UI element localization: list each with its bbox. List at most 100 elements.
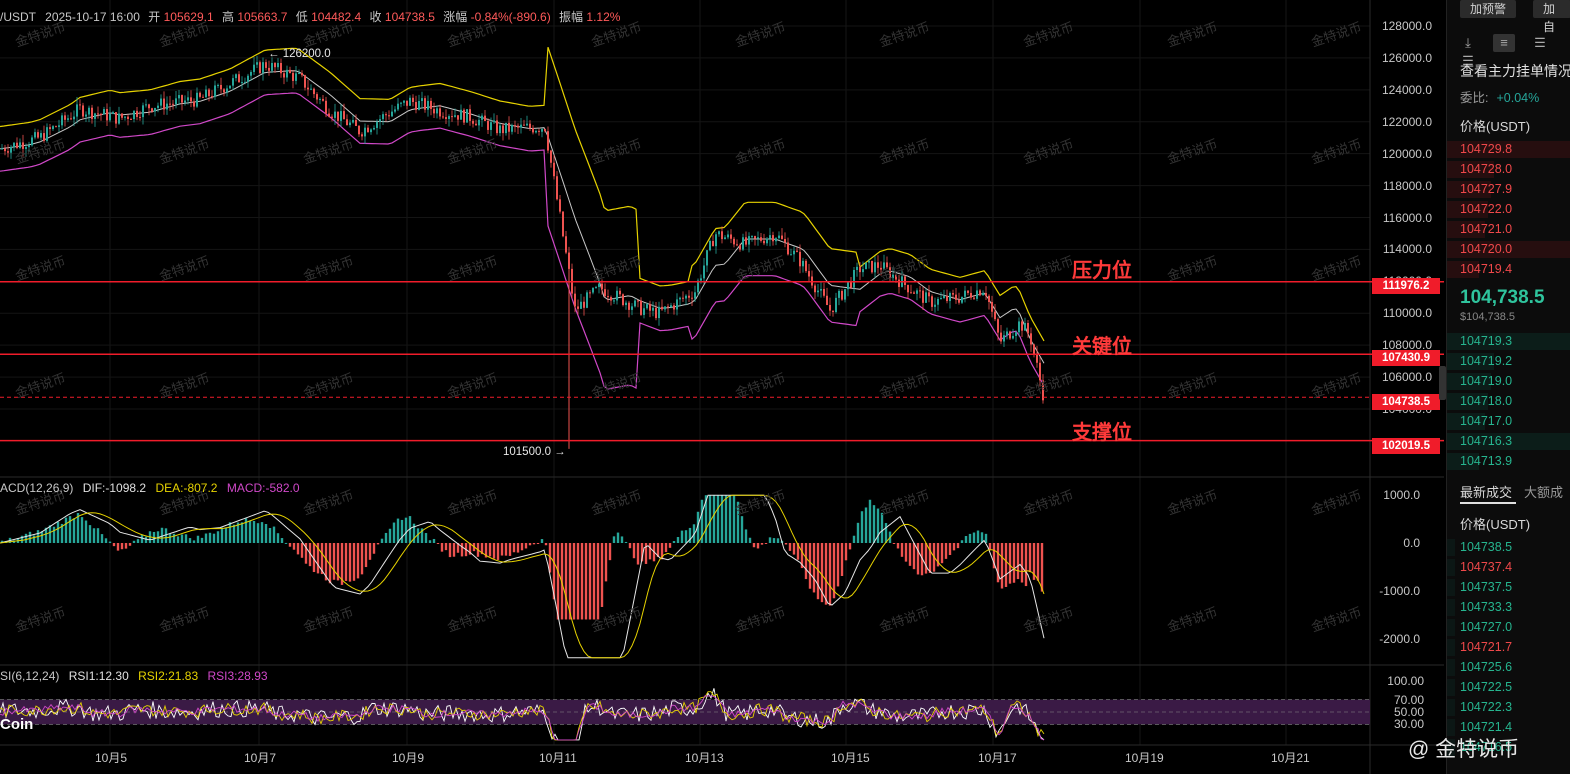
macd-bar bbox=[1028, 543, 1032, 573]
amp-value: 1.12% bbox=[586, 10, 621, 24]
macd-bar bbox=[112, 543, 116, 547]
orderbook-row[interactable]: 104721.0 bbox=[1447, 219, 1570, 239]
macd-bar bbox=[536, 543, 540, 544]
candle-body bbox=[133, 110, 135, 120]
candle-body bbox=[871, 260, 873, 273]
candle-body bbox=[313, 88, 315, 95]
chart-canvas[interactable] bbox=[0, 0, 1444, 774]
macd-bar bbox=[460, 543, 464, 557]
orderbook-row[interactable]: 104720.0 bbox=[1447, 239, 1570, 259]
orderbook-row[interactable]: 104719.3 bbox=[1447, 331, 1570, 351]
candle-body bbox=[913, 292, 915, 294]
macd-bar bbox=[900, 543, 904, 557]
trade-side-bar bbox=[1447, 739, 1455, 756]
list-icon-2[interactable]: ☰ bbox=[1462, 53, 1474, 68]
candle-body bbox=[1015, 332, 1017, 336]
trade-row: 104725.6 bbox=[1447, 657, 1570, 677]
candle-body bbox=[64, 115, 66, 120]
main-orders-title[interactable]: 查看主力挂单情况 bbox=[1460, 63, 1570, 79]
add-favorite-button[interactable]: 加自 bbox=[1533, 0, 1570, 34]
bollinger-upper-line bbox=[0, 47, 1045, 342]
macd-bar bbox=[240, 522, 244, 543]
macd-bar bbox=[892, 543, 896, 544]
orderbook-row[interactable]: 104727.9 bbox=[1447, 179, 1570, 199]
candle-body bbox=[958, 299, 960, 303]
trade-side-bar bbox=[1447, 559, 1455, 576]
macd-bar bbox=[532, 543, 536, 545]
candle-body bbox=[577, 306, 579, 309]
depth-bar bbox=[1447, 141, 1570, 158]
macd-bar bbox=[88, 525, 92, 543]
orderbook-row[interactable]: 104718.0 bbox=[1447, 391, 1570, 411]
macd-bar bbox=[836, 543, 840, 587]
macd-bar bbox=[980, 532, 984, 543]
toolbar-icon-2[interactable]: ≡ bbox=[1493, 34, 1515, 52]
candle-body bbox=[739, 245, 741, 250]
candle-body bbox=[307, 87, 309, 90]
candle-body bbox=[340, 111, 342, 121]
macd-bar bbox=[76, 513, 80, 543]
candle-body bbox=[112, 112, 114, 114]
trade-price: 104716.5 bbox=[1460, 740, 1513, 754]
orderbook-row[interactable]: 104719.4 bbox=[1447, 259, 1570, 279]
macd-bar bbox=[116, 543, 120, 551]
chart-area[interactable]: /USDT 2025-10-17 16:00 开 105629.1 高 1056… bbox=[0, 0, 1446, 774]
candle-body bbox=[34, 132, 36, 138]
trade-price: 104733.3 bbox=[1460, 600, 1513, 614]
macd-bar bbox=[912, 543, 916, 570]
candle-body bbox=[319, 98, 321, 100]
time-tick: 10月17 bbox=[978, 751, 1017, 765]
candle-body bbox=[289, 69, 291, 73]
macd-tick: 0.0 bbox=[1403, 536, 1420, 550]
candle-body bbox=[406, 100, 408, 106]
tab-latest-trades[interactable]: 最新成交 bbox=[1460, 485, 1513, 500]
list-icon[interactable]: ☰ bbox=[1534, 35, 1546, 50]
candle-body bbox=[604, 289, 606, 297]
macd-bar bbox=[188, 538, 192, 543]
orderbook-row[interactable]: 104719.0 bbox=[1447, 371, 1570, 391]
candle-body bbox=[463, 109, 465, 123]
macd-bar bbox=[492, 543, 496, 559]
candle-body bbox=[532, 128, 534, 133]
candle-body bbox=[943, 295, 945, 299]
candle-body bbox=[601, 283, 603, 290]
candle-body bbox=[1033, 344, 1035, 354]
macd-bar bbox=[732, 495, 736, 543]
time-tick: 10月7 bbox=[244, 751, 277, 765]
macd-bar bbox=[428, 540, 432, 543]
candle-body bbox=[646, 304, 648, 309]
macd-bar bbox=[272, 526, 276, 543]
price-tick: 124000.0 bbox=[1381, 82, 1432, 97]
candle-body bbox=[205, 89, 207, 98]
orderbook-row[interactable]: 104713.9 bbox=[1447, 451, 1570, 471]
orderbook-row[interactable]: 104722.0 bbox=[1447, 199, 1570, 219]
candle-body bbox=[919, 290, 921, 292]
orderbook-row[interactable]: 104719.2 bbox=[1447, 351, 1570, 371]
candle-body bbox=[460, 109, 462, 120]
macd-bar bbox=[1000, 543, 1004, 589]
toolbar-icon-1[interactable]: ⤓ bbox=[1465, 35, 1471, 50]
tab-large-trades[interactable]: 大额成 bbox=[1524, 485, 1564, 500]
panel-resize-handle[interactable] bbox=[1439, 366, 1446, 400]
rsi-tick: 30.00 bbox=[1393, 717, 1424, 732]
candle-body bbox=[136, 110, 138, 117]
candle-body bbox=[448, 116, 450, 119]
macd-bar bbox=[140, 534, 144, 543]
orderbook-price: 104717.0 bbox=[1460, 414, 1513, 428]
macd-bar bbox=[280, 538, 284, 543]
macd-bar bbox=[184, 534, 188, 543]
orderbook-row[interactable]: 104728.0 bbox=[1447, 159, 1570, 179]
candle-body bbox=[217, 84, 219, 86]
candle-body bbox=[424, 98, 426, 110]
orderbook-row[interactable]: 104716.3 bbox=[1447, 431, 1570, 451]
macd-bar bbox=[672, 541, 676, 543]
trade-side-bar bbox=[1447, 639, 1455, 656]
orderbook-row[interactable]: 104729.8 bbox=[1447, 139, 1570, 159]
orderbook-row[interactable]: 104717.0 bbox=[1447, 411, 1570, 431]
macd-bar bbox=[712, 495, 716, 543]
macd-bar bbox=[172, 533, 176, 543]
add-alert-button[interactable]: 加预警 bbox=[1460, 0, 1517, 18]
candle-body bbox=[475, 123, 477, 126]
price-tick: 116000.0 bbox=[1382, 210, 1432, 225]
macd-bar bbox=[884, 523, 888, 543]
